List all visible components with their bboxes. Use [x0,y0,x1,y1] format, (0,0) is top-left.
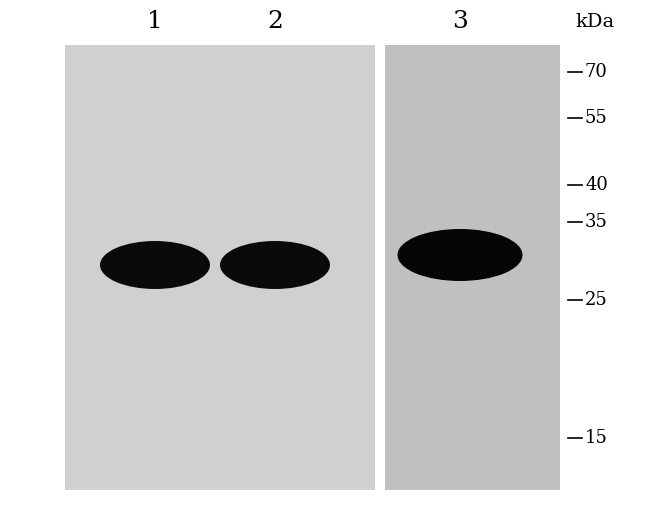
Ellipse shape [398,229,523,281]
Text: 55: 55 [585,109,608,127]
Text: 1: 1 [147,10,163,33]
Bar [385,45,560,490]
Text: 35: 35 [585,213,608,231]
Ellipse shape [109,259,202,283]
Text: 70: 70 [585,63,608,81]
Ellipse shape [100,241,210,289]
Text: 15: 15 [585,429,608,447]
Ellipse shape [220,241,330,289]
Ellipse shape [228,259,322,283]
Text: 3: 3 [452,10,468,33]
Text: 25: 25 [585,291,608,309]
Text: 40: 40 [585,176,608,194]
Ellipse shape [407,248,513,274]
Text: 2: 2 [267,10,283,33]
Text: kDa: kDa [575,13,614,31]
Bar [65,45,375,490]
